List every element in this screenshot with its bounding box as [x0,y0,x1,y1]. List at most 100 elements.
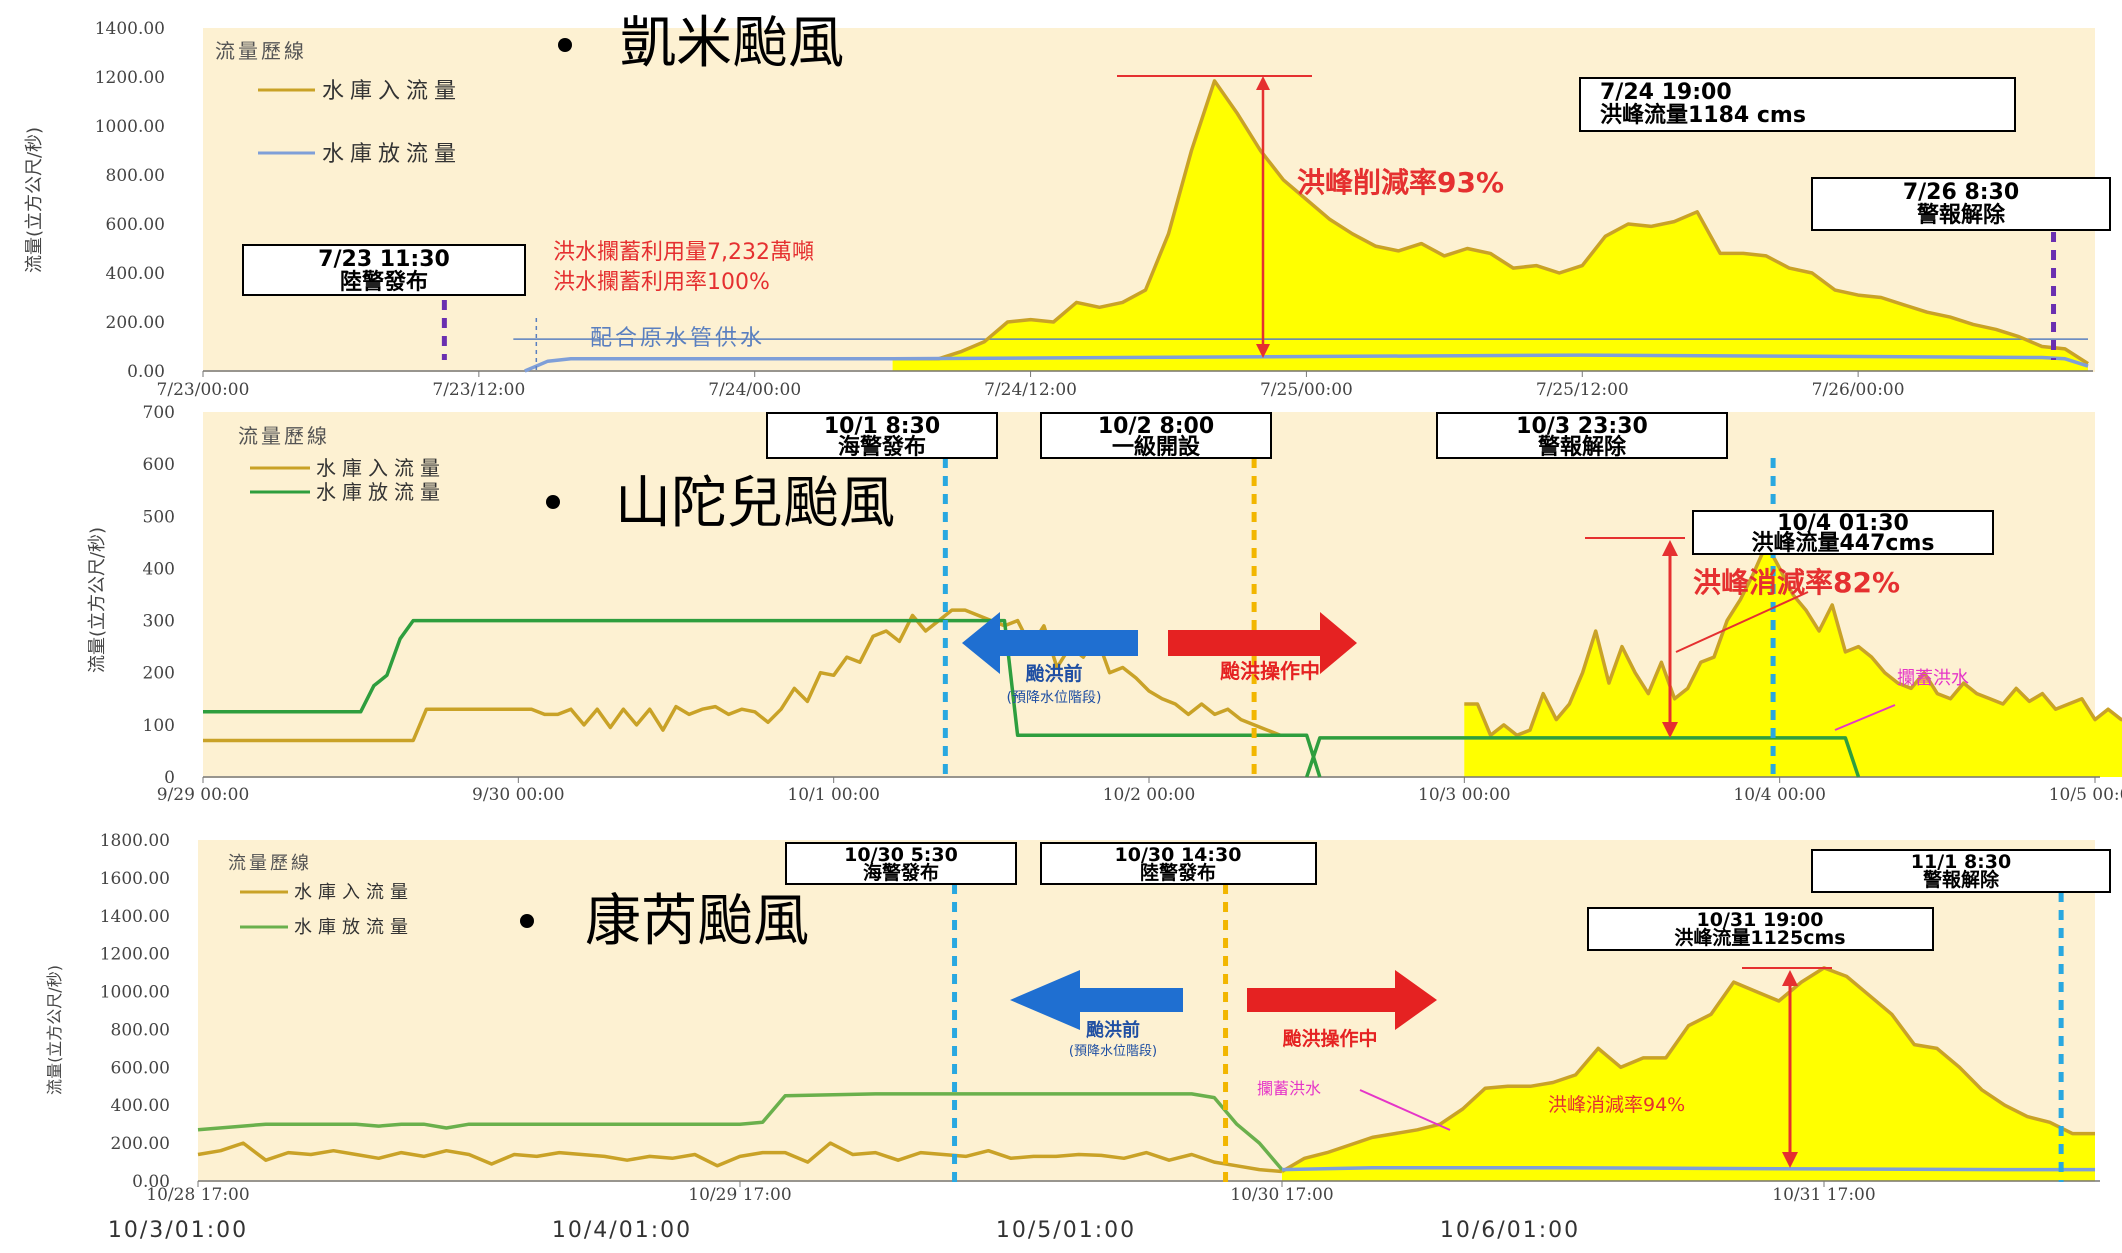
y-tick-label: 1600.00 [100,869,170,889]
series-line [197,1092,1284,1171]
panel2-level1-label: 一級開設 [1112,434,1201,460]
panel2-ylabel: 流量(立方公尺/秒) [87,527,108,673]
panel2-reduction-rate: 洪峰消減率82% [1693,566,1900,599]
y-tick-label: 200.00 [106,313,165,333]
x-tick-label: 10/31 17:00 [1772,1185,1875,1205]
panel3-land-warning-label: 陸警發布 [1140,861,1216,884]
panel2-release-label: 警報解除 [1537,434,1627,460]
panel2-right-arrow [1168,612,1357,674]
series-line [524,353,2089,373]
panel2-operation-label: 颱洪操作中 [1220,659,1320,683]
panel2-level1-time: 10/2 8:00 [1098,414,1214,439]
panel2-legend-outflow: 水庫放流量 [316,480,446,504]
y-tick-label: 0.00 [132,1172,170,1192]
panel1-release-label: 警報解除 [1916,202,2006,228]
panel3-peak-flow: 洪峰流量1125cms [1674,926,1845,949]
panel3-before-sub: (預降水位階段) [1069,1044,1157,1059]
series-line [1305,736,1861,778]
bottom-time-label: 10/4/01:00 [552,1218,692,1243]
y-tick-label: 800.00 [106,166,165,186]
x-tick-label: 7/24/00:00 [708,380,801,400]
panel3-title: 康芮颱風 [585,889,809,954]
y-tick-label: 0 [164,768,175,788]
y-tick-label: 1200.00 [100,945,170,965]
x-tick-label: 10/4 00:00 [1733,785,1826,805]
x-tick-label: 10/1 00:00 [787,785,880,805]
panel2-peak-time: 10/4 01:30 [1777,511,1909,536]
x-tick-label: 9/29 00:00 [157,785,250,805]
y-tick-label: 600.00 [106,215,165,235]
y-tick-label: 600 [143,455,175,475]
y-tick-label: 200 [143,664,175,684]
series-line [203,608,1282,743]
panel1-peak-flow: 洪峰流量1184 cms [1600,102,1806,128]
bottom-time-label: 10/3/01:00 [108,1218,248,1243]
panel1-legend-inflow: 水庫入流量 [322,79,462,104]
y-tick-label: 1400.00 [95,19,165,39]
panel1-peak-time: 7/24 19:00 [1600,80,1732,105]
y-tick-label: 0.00 [127,362,165,382]
x-tick-label: 10/5 00:00 [2049,785,2122,805]
series-area [1282,967,2095,1181]
panel1-legend-outflow: 水庫放流量 [322,142,462,167]
panel3-land-warning-time: 10/30 14:30 [1115,844,1242,866]
panel2-legend-inflow: 水庫入流量 [316,456,446,480]
panel2-title: 山陀兒颱風 [615,471,895,536]
panel2-before-sub: (預降水位階段) [1007,690,1102,706]
panel2-storage-label: 攔蓄洪水 [1897,668,1969,689]
panel3-legend-outflow: 水庫放流量 [294,917,414,938]
y-tick-label: 600.00 [111,1058,170,1078]
series-area [1464,543,2122,777]
panel3-right-arrow [1247,970,1437,1030]
x-tick-label: 7/23/12:00 [432,380,525,400]
panel3-legend-inflow: 水庫入流量 [294,882,414,903]
x-tick-label: 7/23/00:00 [157,380,250,400]
panel1-land-warning-label: 陸警發布 [340,269,428,295]
y-tick-label: 400.00 [106,264,165,284]
panel3-release-time: 11/1 8:30 [1911,851,2011,873]
y-tick-label: 100 [143,716,175,736]
series-line [1464,542,2122,738]
panel3-storage-label: 攔蓄洪水 [1257,1079,1321,1098]
y-tick-label: 800.00 [111,1020,170,1040]
bottom-time-label: 10/5/01:00 [996,1218,1136,1243]
series-line [1281,1165,2095,1172]
x-tick-label: 7/25/00:00 [1260,380,1353,400]
panel2-release-time: 10/3 23:30 [1516,414,1648,439]
y-tick-label: 400.00 [111,1096,170,1116]
y-tick-label: 1400.00 [100,907,170,927]
x-tick-label: 7/25/12:00 [1536,380,1629,400]
y-tick-label: 1800.00 [100,831,170,851]
x-tick-label: 10/28 17:00 [146,1185,249,1205]
panel1-land-warning-time: 7/23 11:30 [318,247,450,272]
panel1-legend-title: 流量歷線 [215,39,307,63]
series-line [892,79,2089,366]
x-tick-label: 10/2 00:00 [1103,785,1196,805]
panel3-ylabel: 流量(立方公尺/秒) [45,965,64,1095]
x-tick-label: 10/29 17:00 [688,1185,791,1205]
bottom-time-label: 10/6/01:00 [1440,1218,1580,1243]
y-tick-label: 200.00 [111,1134,170,1154]
x-tick-label: 10/3 00:00 [1418,785,1511,805]
y-tick-label: 1000.00 [100,983,170,1003]
panel1-reduction-rate: 洪峰削減率93% [1297,166,1504,199]
y-tick-label: 300 [143,612,175,632]
panel3-sea-warning-label: 海警發布 [863,861,939,884]
x-tick-label: 9/30 00:00 [472,785,565,805]
panel1-storage-rate: 洪水攔蓄利用率100% [553,270,770,295]
panel2-before-label: 颱洪前 [1025,662,1082,685]
panel3-operation-label: 颱洪操作中 [1282,1027,1377,1050]
y-tick-label: 1200.00 [95,68,165,88]
x-tick-label: 7/26/00:00 [1812,380,1905,400]
panel2-sea-warning-label: 海警發布 [838,434,926,460]
panel1-ylabel: 流量(立方公尺/秒) [24,127,45,273]
series-line [1281,966,2095,1174]
y-tick-label: 400 [143,559,175,579]
panel3-legend-title: 流量歷線 [228,853,312,874]
panel3-release-label: 警報解除 [1923,868,2000,891]
series-line [203,618,1322,778]
panel3-peak-time: 10/31 19:00 [1697,909,1824,931]
panel3-left-arrow [1010,970,1183,1030]
panel1-release-time: 7/26 8:30 [1903,180,2019,205]
